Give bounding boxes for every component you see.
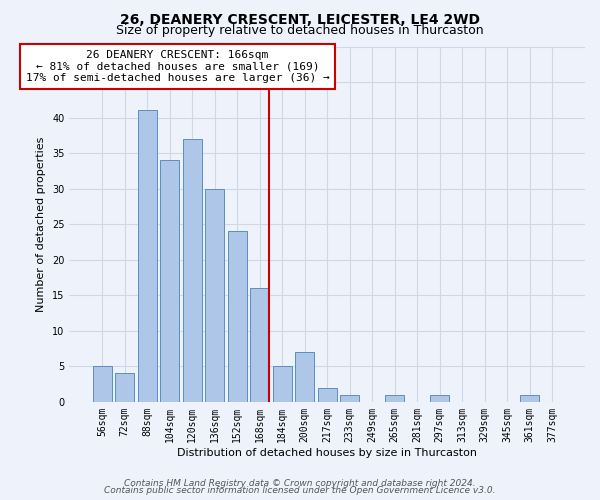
Bar xyxy=(430,394,449,402)
Text: 26, DEANERY CRESCENT, LEICESTER, LE4 2WD: 26, DEANERY CRESCENT, LEICESTER, LE4 2WD xyxy=(120,12,480,26)
Bar xyxy=(272,366,292,402)
Text: Contains public sector information licensed under the Open Government Licence v3: Contains public sector information licen… xyxy=(104,486,496,495)
Bar xyxy=(295,352,314,402)
Text: Size of property relative to detached houses in Thurcaston: Size of property relative to detached ho… xyxy=(116,24,484,37)
Bar xyxy=(385,394,404,402)
Bar xyxy=(520,394,539,402)
Bar xyxy=(182,139,202,402)
Bar xyxy=(137,110,157,402)
Y-axis label: Number of detached properties: Number of detached properties xyxy=(36,136,46,312)
Bar xyxy=(227,232,247,402)
X-axis label: Distribution of detached houses by size in Thurcaston: Distribution of detached houses by size … xyxy=(177,448,477,458)
Bar xyxy=(317,388,337,402)
Bar xyxy=(160,160,179,402)
Bar xyxy=(205,188,224,402)
Text: Contains HM Land Registry data © Crown copyright and database right 2024.: Contains HM Land Registry data © Crown c… xyxy=(124,478,476,488)
Text: 26 DEANERY CRESCENT: 166sqm
← 81% of detached houses are smaller (169)
17% of se: 26 DEANERY CRESCENT: 166sqm ← 81% of det… xyxy=(26,50,329,84)
Bar xyxy=(92,366,112,402)
Bar xyxy=(340,394,359,402)
Bar xyxy=(115,374,134,402)
Bar xyxy=(250,288,269,402)
